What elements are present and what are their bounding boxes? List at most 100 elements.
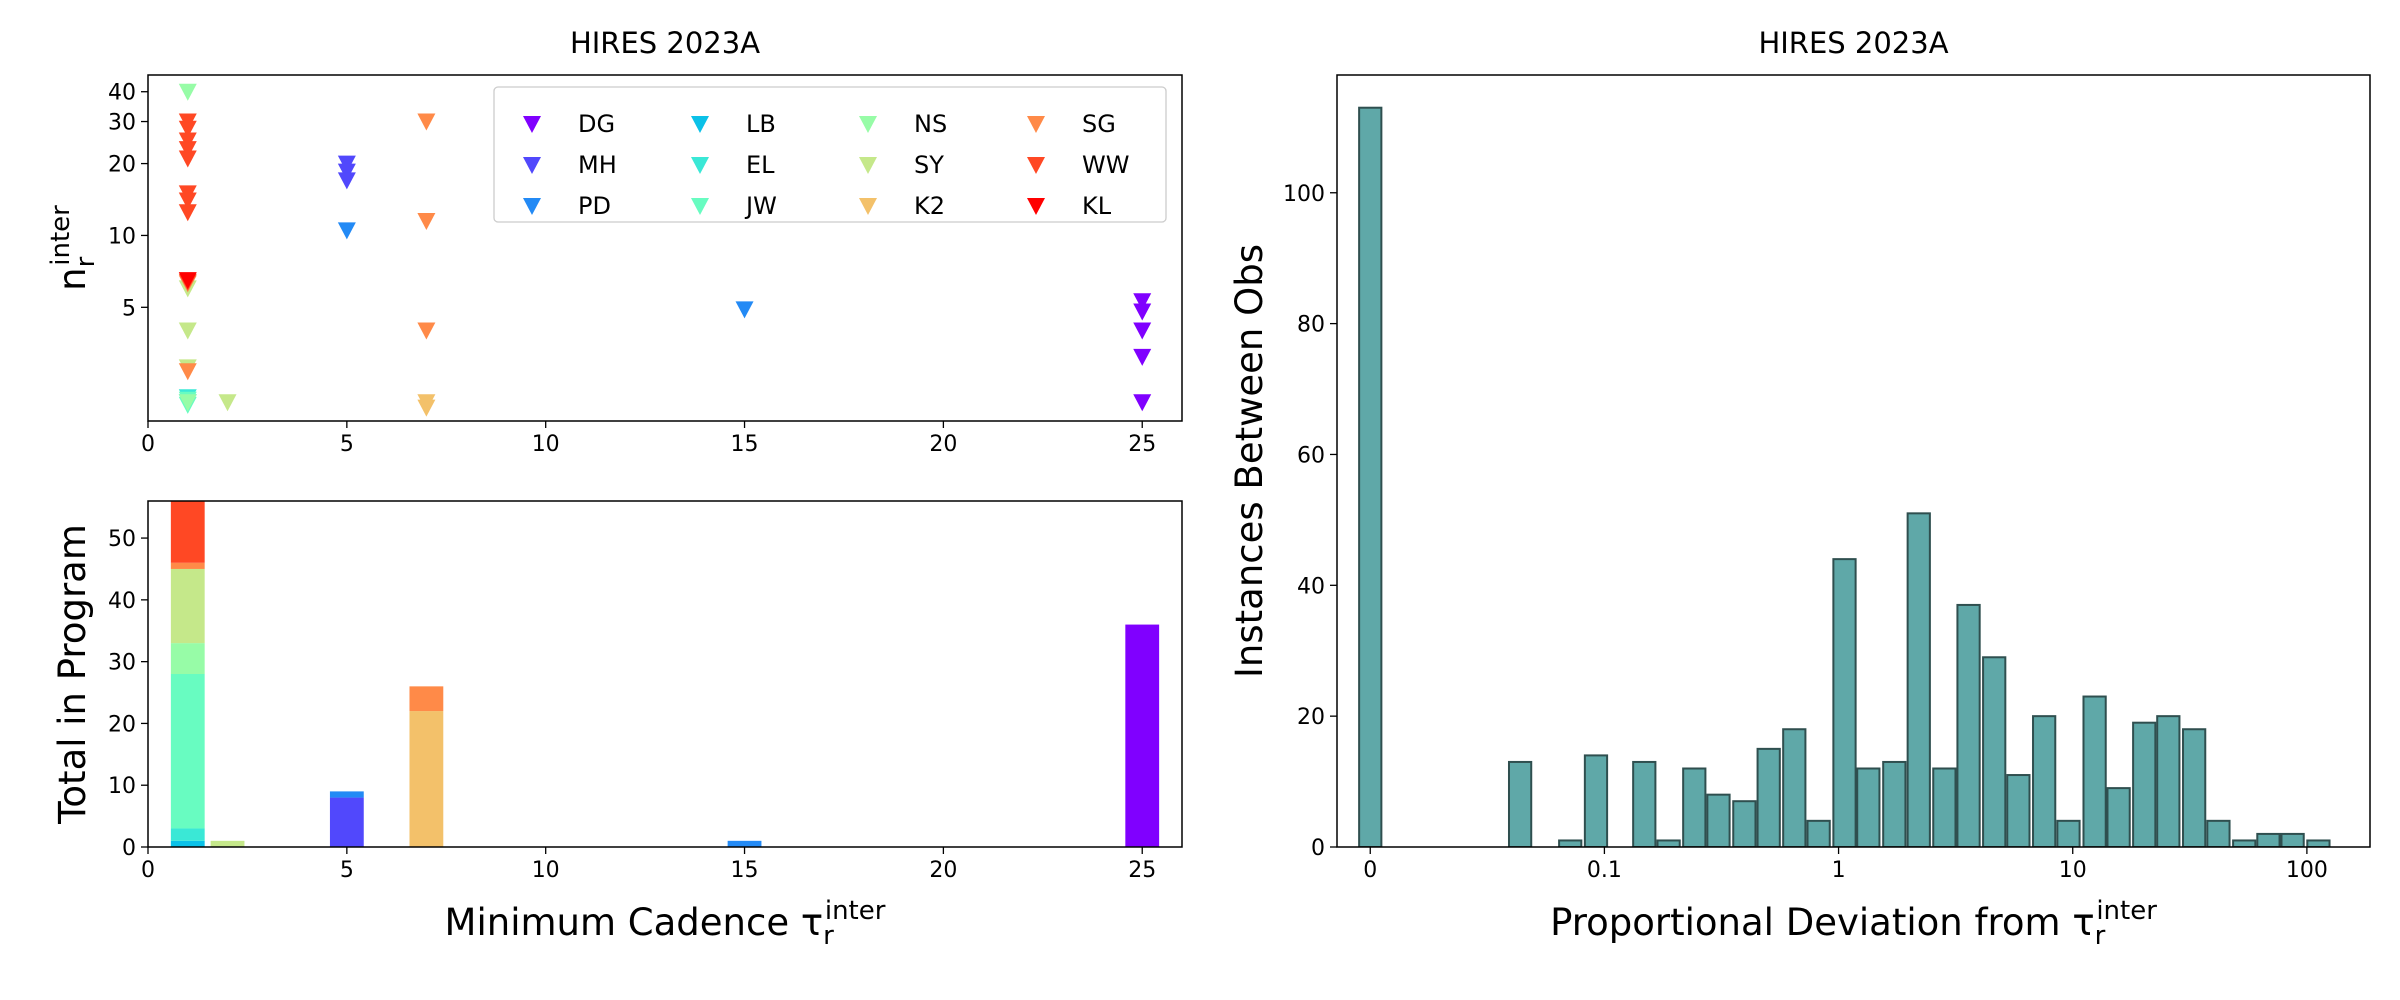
legend-marker xyxy=(859,198,877,215)
point xyxy=(178,120,197,138)
x-tick-label: 10 xyxy=(2059,858,2087,883)
label-text: Minimum Cadence τ xyxy=(445,901,824,944)
point xyxy=(1133,322,1152,340)
bar-segment xyxy=(329,797,364,847)
label-text: Proportional Deviation from τ xyxy=(1550,901,2095,944)
legend-marker xyxy=(691,157,709,174)
bar xyxy=(1732,800,1757,847)
legend-marker xyxy=(691,198,709,215)
bar-segment xyxy=(170,828,205,841)
x-tick-label: 5 xyxy=(340,432,354,457)
x-tick-label: 0 xyxy=(141,858,155,883)
legend-marker xyxy=(1027,116,1045,133)
bar xyxy=(1558,839,1583,847)
axis-label: Total in Program xyxy=(51,524,94,825)
bar xyxy=(2006,774,2031,847)
point xyxy=(178,204,197,222)
axis-label: Instances Between Obs xyxy=(1228,244,1271,678)
x-tick-label: 20 xyxy=(929,432,957,457)
point xyxy=(337,163,356,181)
x-tick-label: 10 xyxy=(532,432,560,457)
legend-label: WW xyxy=(1082,151,1129,179)
point xyxy=(178,192,197,210)
point xyxy=(735,301,754,319)
x-tick-label: 1 xyxy=(1832,858,1846,883)
legend-label: JW xyxy=(744,192,777,220)
point xyxy=(417,212,436,230)
legend-marker xyxy=(1027,198,1045,215)
y-tick-label: 100 xyxy=(1283,182,1325,207)
point xyxy=(178,363,197,381)
x-tick-label: 25 xyxy=(1128,858,1156,883)
x-tick-label: 15 xyxy=(731,858,759,883)
label-sup: inter xyxy=(825,896,886,926)
y-tick-label: 10 xyxy=(108,774,136,799)
bar xyxy=(1832,558,1857,847)
legend-box xyxy=(493,86,1167,223)
legend-label: DG xyxy=(578,110,615,138)
y-tick-label: 40 xyxy=(108,81,136,106)
bar xyxy=(1756,747,1781,847)
legend-label: EL xyxy=(746,151,775,179)
bar xyxy=(1982,656,2007,847)
bar xyxy=(2232,839,2257,847)
bar-segment xyxy=(170,674,205,829)
point xyxy=(1133,303,1152,321)
bar xyxy=(2206,819,2231,847)
point xyxy=(337,222,356,240)
y-tick-label: 20 xyxy=(1297,705,1325,730)
point xyxy=(178,132,197,150)
point xyxy=(1133,293,1152,311)
bar xyxy=(1956,603,1981,847)
label-sub: r xyxy=(71,256,101,267)
point xyxy=(218,394,237,412)
x-tick-label: 25 xyxy=(1128,432,1156,457)
y-tick-label: 20 xyxy=(108,153,136,178)
bar xyxy=(2106,787,2131,847)
bar-segment xyxy=(170,840,205,847)
legend-marker xyxy=(859,116,877,133)
legend-marker xyxy=(859,157,877,174)
y-tick-label: 0 xyxy=(1311,836,1325,861)
legend-label: KL xyxy=(1082,192,1112,220)
bar xyxy=(1932,767,1957,847)
bar xyxy=(2056,819,2081,847)
point xyxy=(178,272,197,290)
legend-label: K2 xyxy=(914,192,945,220)
point xyxy=(178,83,197,101)
legend-label: SY xyxy=(914,151,944,179)
bar-segment xyxy=(170,562,205,569)
bar-segment xyxy=(1125,624,1160,847)
point xyxy=(337,172,356,190)
bar xyxy=(2156,715,2181,847)
legend-marker xyxy=(691,116,709,133)
legend-label: NS xyxy=(914,110,947,138)
x-tick-label: 0 xyxy=(1363,858,1377,883)
x-tick-label: 0.1 xyxy=(1587,858,1622,883)
x-tick-label: 20 xyxy=(929,858,957,883)
axis-label: Proportional Deviation from τrinter xyxy=(1550,896,2157,951)
bar xyxy=(1856,767,1881,847)
y-tick-label: 10 xyxy=(108,224,136,249)
plot-area xyxy=(178,83,1152,417)
label-sup: inter xyxy=(2096,896,2157,926)
x-tick-label: 15 xyxy=(731,432,759,457)
y-tick-label: 30 xyxy=(108,111,136,136)
point xyxy=(417,113,436,131)
bar xyxy=(1583,754,1609,847)
point xyxy=(178,150,197,168)
y-tick-label: 0 xyxy=(122,836,136,861)
axis-label: nrinter xyxy=(46,205,101,291)
legend-label: LB xyxy=(746,110,776,138)
bar xyxy=(1632,760,1657,847)
y-tick-label: 60 xyxy=(1297,443,1325,468)
y-tick-label: 5 xyxy=(122,296,136,321)
label-sub: r xyxy=(823,921,834,951)
legend-marker xyxy=(523,157,541,174)
bar xyxy=(2032,715,2057,847)
bar xyxy=(2082,695,2107,847)
y-tick-label: 20 xyxy=(108,712,136,737)
bar-segment xyxy=(727,840,762,847)
bar xyxy=(1906,512,1931,847)
bar-segment xyxy=(409,711,444,847)
